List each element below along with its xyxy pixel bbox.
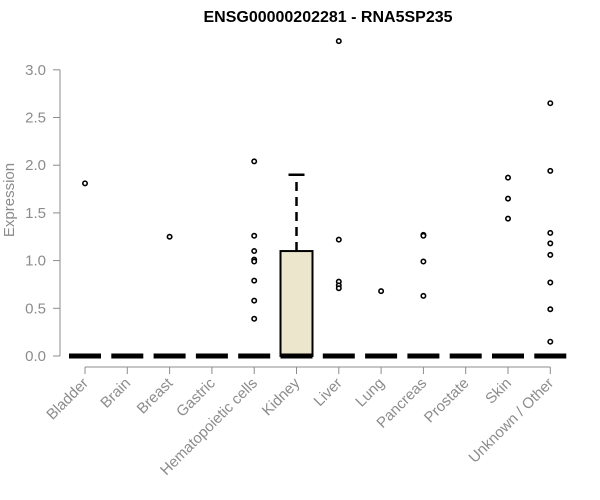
x-tick-label: Brain xyxy=(97,375,134,412)
outlier-point xyxy=(504,174,511,181)
outlier-point xyxy=(166,233,173,240)
outlier-point xyxy=(335,285,342,292)
x-tick-label: Bladder xyxy=(43,375,92,424)
x-tick-label: Kidney xyxy=(259,374,304,419)
y-tick-label: 1.0 xyxy=(25,253,46,270)
y-tick-label: 0.5 xyxy=(25,300,46,317)
outlier-point xyxy=(547,100,554,107)
outlier-point xyxy=(378,288,385,295)
chart-title: ENSG00000202281 - RNA5SP235 xyxy=(203,9,452,26)
outlier-point xyxy=(335,236,342,243)
outliers-group xyxy=(82,38,554,345)
y-axis-label: Expression xyxy=(1,163,18,237)
outlier-point xyxy=(547,279,554,286)
outlier-point xyxy=(504,215,511,222)
outlier-point xyxy=(420,258,427,265)
outlier-point xyxy=(251,248,258,255)
outlier-point xyxy=(547,306,554,313)
y-tick-label: 3.0 xyxy=(25,62,46,79)
outlier-point xyxy=(547,229,554,236)
y-tick-label: 1.5 xyxy=(25,205,46,222)
outlier-point xyxy=(82,180,89,187)
outlier-point xyxy=(547,338,554,345)
y-tick-label: 2.5 xyxy=(25,110,46,127)
box-rect xyxy=(279,250,314,357)
box-5 xyxy=(279,173,314,359)
x-tick-label: Skin xyxy=(482,375,515,408)
outlier-point xyxy=(251,258,258,265)
outlier-point xyxy=(504,195,511,202)
x-tick-label: Prostate xyxy=(421,375,473,427)
y-tick-label: 2.0 xyxy=(25,157,46,174)
outlier-point xyxy=(251,315,258,322)
outlier-point xyxy=(251,158,258,165)
outlier-point xyxy=(547,167,554,174)
outlier-point xyxy=(251,232,258,239)
x-tick-label: Liver xyxy=(311,375,346,410)
outlier-point xyxy=(547,251,554,258)
x-tick-label: Breast xyxy=(134,374,177,417)
outlier-point xyxy=(420,292,427,299)
y-tick-label: 0.0 xyxy=(25,348,46,365)
y-axis: 0.0 0.5 1.0 1.5 2.0 2.5 3.0 xyxy=(25,62,61,365)
outlier-point xyxy=(547,240,554,247)
x-tick-label: Lung xyxy=(352,375,388,411)
outlier-point xyxy=(251,277,258,284)
boxes-group xyxy=(69,173,567,359)
outlier-point xyxy=(251,297,258,304)
outlier-point xyxy=(420,232,427,239)
outlier-point xyxy=(335,38,342,45)
